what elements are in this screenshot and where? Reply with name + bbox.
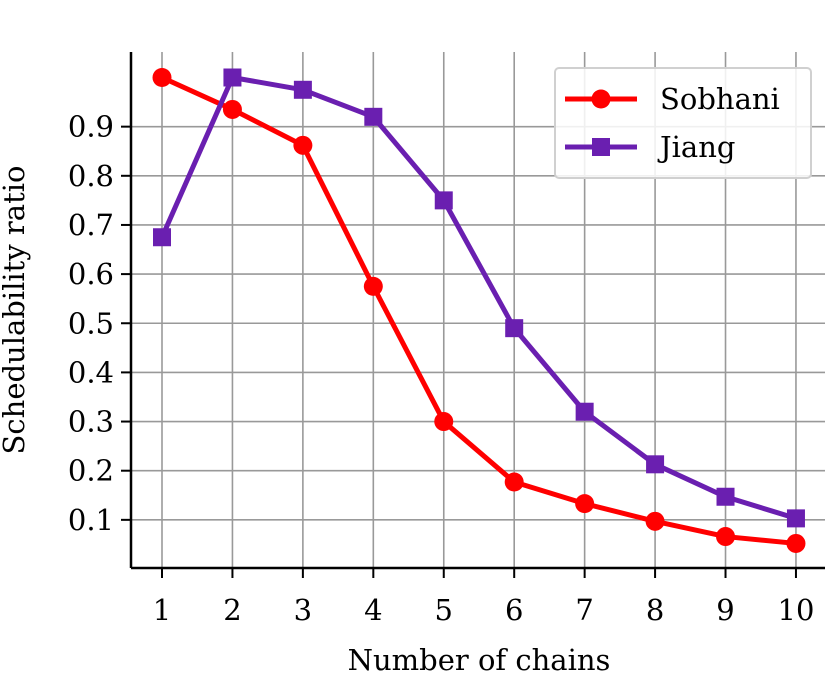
x-tick-label: 2 xyxy=(223,593,241,627)
jiang-point xyxy=(786,509,805,528)
jiang-point xyxy=(716,487,735,506)
y-tick-label: 0.5 xyxy=(68,306,114,340)
x-tick-label: 6 xyxy=(505,593,523,627)
jiang-legend-label: Jiang xyxy=(657,130,735,164)
y-tick-label: 0.3 xyxy=(68,405,114,439)
x-axis-label: Number of chains xyxy=(348,643,611,677)
x-tick-label: 8 xyxy=(646,593,664,627)
x-tick-label: 7 xyxy=(575,593,593,627)
y-tick-label: 0.6 xyxy=(68,257,114,291)
y-tick-label: 0.8 xyxy=(68,159,114,193)
jiang-point xyxy=(575,402,594,421)
sobhani-point xyxy=(645,511,665,531)
x-tick-label: 3 xyxy=(294,593,312,627)
y-ticks: 0.1 0.2 0.3 0.4 0.5 0.6 0.7 0.8 0.9 xyxy=(68,110,131,537)
axes xyxy=(129,52,825,570)
jiang-point xyxy=(223,68,242,87)
sobhani-point xyxy=(504,472,524,492)
jiang-point xyxy=(364,107,383,126)
x-ticks: 1 2 3 4 5 6 7 8 9 10 xyxy=(153,568,815,627)
legend-box xyxy=(554,67,812,179)
jiang-point xyxy=(646,455,665,474)
legend: Sobhani Jiang xyxy=(554,67,812,179)
jiang-series-line xyxy=(159,75,797,521)
x-tick-label: 5 xyxy=(435,593,453,627)
sobhani-legend-marker xyxy=(591,89,611,109)
sobhani-point xyxy=(222,99,242,119)
jiang-point xyxy=(293,80,312,99)
y-tick-label: 0.7 xyxy=(68,208,114,242)
sobhani-point xyxy=(152,68,172,87)
grid-lines xyxy=(131,52,825,568)
y-tick-label: 0.9 xyxy=(68,110,114,144)
y-tick-label: 0.1 xyxy=(68,503,114,537)
jiang-point xyxy=(153,228,171,247)
x-tick-label: 10 xyxy=(778,593,815,627)
sobhani-series-line xyxy=(160,75,797,546)
y-tick-label: 0.4 xyxy=(68,355,114,389)
y-axis-label: Schedulability ratio xyxy=(0,166,31,455)
jiang-legend-marker xyxy=(592,138,610,156)
sobhani-point xyxy=(716,527,736,547)
x-tick-label: 4 xyxy=(364,593,382,627)
jiang-point xyxy=(505,319,524,338)
sobhani-legend-label: Sobhani xyxy=(660,82,780,116)
sobhani-point xyxy=(786,533,806,553)
jiang-point xyxy=(434,191,453,210)
sobhani-point xyxy=(434,412,454,432)
series-lines xyxy=(152,68,806,553)
sobhani-point xyxy=(363,276,383,296)
sobhani-point xyxy=(293,135,313,155)
sobhani-point xyxy=(575,494,595,514)
y-tick-label: 0.2 xyxy=(68,454,114,488)
x-tick-label: 1 xyxy=(153,593,171,627)
x-tick-label: 9 xyxy=(716,593,734,627)
